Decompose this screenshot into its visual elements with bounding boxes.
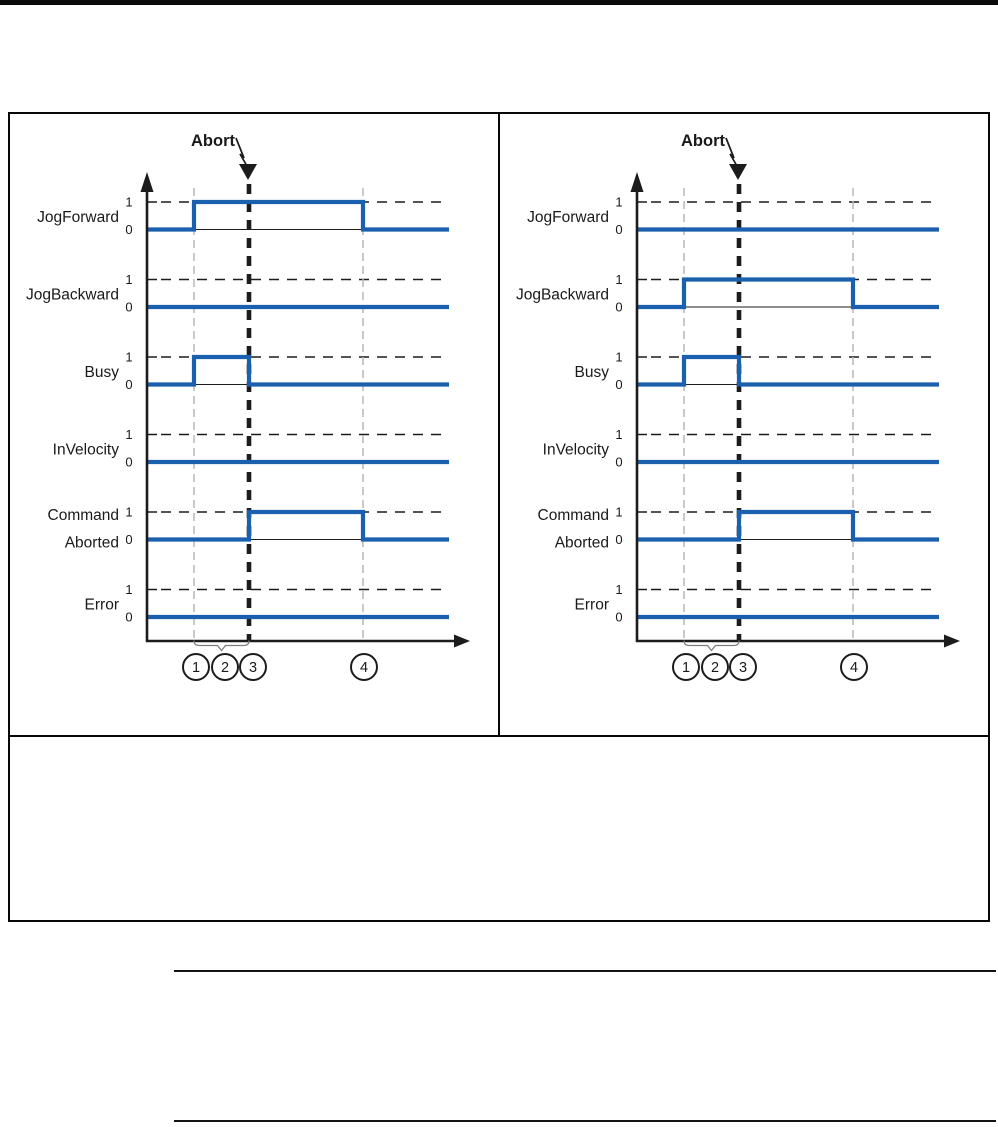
level-one-label: 1 <box>125 350 132 365</box>
level-zero-label: 0 <box>615 222 622 237</box>
abort-zigzag <box>235 137 248 167</box>
level-one-label: 1 <box>615 505 622 520</box>
level-zero-label: 0 <box>125 610 132 625</box>
level-one-label: 1 <box>125 195 132 210</box>
abort-arrowhead <box>239 164 257 180</box>
callout-number: 2 <box>221 660 229 676</box>
signal-label: JogBackward <box>516 286 609 303</box>
callout-number: 3 <box>249 660 257 676</box>
level-one-label: 1 <box>615 272 622 287</box>
figure-caption-area <box>10 737 988 920</box>
level-one-label: 1 <box>125 427 132 442</box>
level-one-label: 1 <box>125 582 132 597</box>
signal-waveform <box>147 354 449 387</box>
signal-waveform <box>637 509 939 542</box>
signal-waveform <box>147 509 449 542</box>
signal-label: InVelocity <box>543 441 610 458</box>
abort-zigzag <box>725 137 738 167</box>
abort-label: Abort <box>681 132 725 150</box>
level-zero-label: 0 <box>615 455 622 470</box>
signal-waveform <box>147 199 449 232</box>
signal-label: Aborted <box>65 535 119 552</box>
level-one-label: 1 <box>615 582 622 597</box>
figure-table: JogForward 1 0 JogBackward 1 0 Busy 1 0 InVelocit… <box>8 112 990 922</box>
signal-label: Busy <box>85 364 120 381</box>
level-zero-label: 0 <box>125 222 132 237</box>
signal-label: Error <box>85 596 119 613</box>
callout-number: 1 <box>682 660 690 676</box>
signal-label: JogForward <box>527 209 609 226</box>
signal-waveform <box>637 277 939 310</box>
callout-circle <box>350 653 378 681</box>
callout-number: 3 <box>739 660 747 676</box>
time-axis-arrow <box>454 634 470 648</box>
signal-label: JogBackward <box>26 286 119 303</box>
footnote-rule-bottom <box>174 1120 996 1122</box>
abort-arrowhead <box>729 164 747 180</box>
callout-circle <box>840 653 868 681</box>
time-axis-arrow <box>944 634 960 648</box>
value-axis-arrow <box>630 172 644 192</box>
signal-label: InVelocity <box>53 441 120 458</box>
signal-label: Aborted <box>555 535 609 552</box>
level-zero-label: 0 <box>125 377 132 392</box>
signal-label: Error <box>575 596 609 613</box>
value-axis-arrow <box>140 172 154 192</box>
callout-number: 1 <box>192 660 200 676</box>
footnote-rule-top <box>174 970 996 972</box>
timing-diagram-right: JogForward 1 0 JogBackward 1 0 Busy 1 0 InVelocit… <box>516 132 960 681</box>
callout-number: 4 <box>360 660 368 676</box>
level-zero-label: 0 <box>615 377 622 392</box>
callout-circle <box>672 653 700 681</box>
signal-label: Command <box>538 507 610 524</box>
timing-diagram-right-cell: JogForward 1 0 JogBackward 1 0 Busy 1 0 InVelocit… <box>498 114 988 735</box>
phase-bracket <box>193 640 250 652</box>
level-one-label: 1 <box>615 195 622 210</box>
level-zero-label: 0 <box>125 300 132 315</box>
figure-diagram-row: JogForward 1 0 JogBackward 1 0 Busy 1 0 InVelocit… <box>10 114 988 737</box>
signal-label: JogForward <box>37 209 119 226</box>
level-zero-label: 0 <box>125 455 132 470</box>
callout-number: 4 <box>850 660 858 676</box>
signal-label: Busy <box>575 364 610 381</box>
timing-diagram-left: JogForward 1 0 JogBackward 1 0 Busy 1 0 InVelocit… <box>26 132 470 681</box>
phase-bracket <box>683 640 740 652</box>
level-one-label: 1 <box>615 427 622 442</box>
timing-diagram-left-cell: JogForward 1 0 JogBackward 1 0 Busy 1 0 InVelocit… <box>10 114 498 735</box>
callout-circle <box>239 653 267 681</box>
level-one-label: 1 <box>615 350 622 365</box>
callout-circle <box>729 653 757 681</box>
level-zero-label: 0 <box>615 300 622 315</box>
abort-label: Abort <box>191 132 235 150</box>
callout-number: 2 <box>711 660 719 676</box>
page-top-rule <box>0 0 998 5</box>
level-zero-label: 0 <box>615 532 622 547</box>
callout-circle <box>701 653 729 681</box>
signal-waveform <box>637 354 939 387</box>
level-zero-label: 0 <box>125 532 132 547</box>
level-one-label: 1 <box>125 272 132 287</box>
level-one-label: 1 <box>125 505 132 520</box>
callout-circle <box>182 653 210 681</box>
level-zero-label: 0 <box>615 610 622 625</box>
signal-label: Command <box>48 507 120 524</box>
callout-circle <box>211 653 239 681</box>
